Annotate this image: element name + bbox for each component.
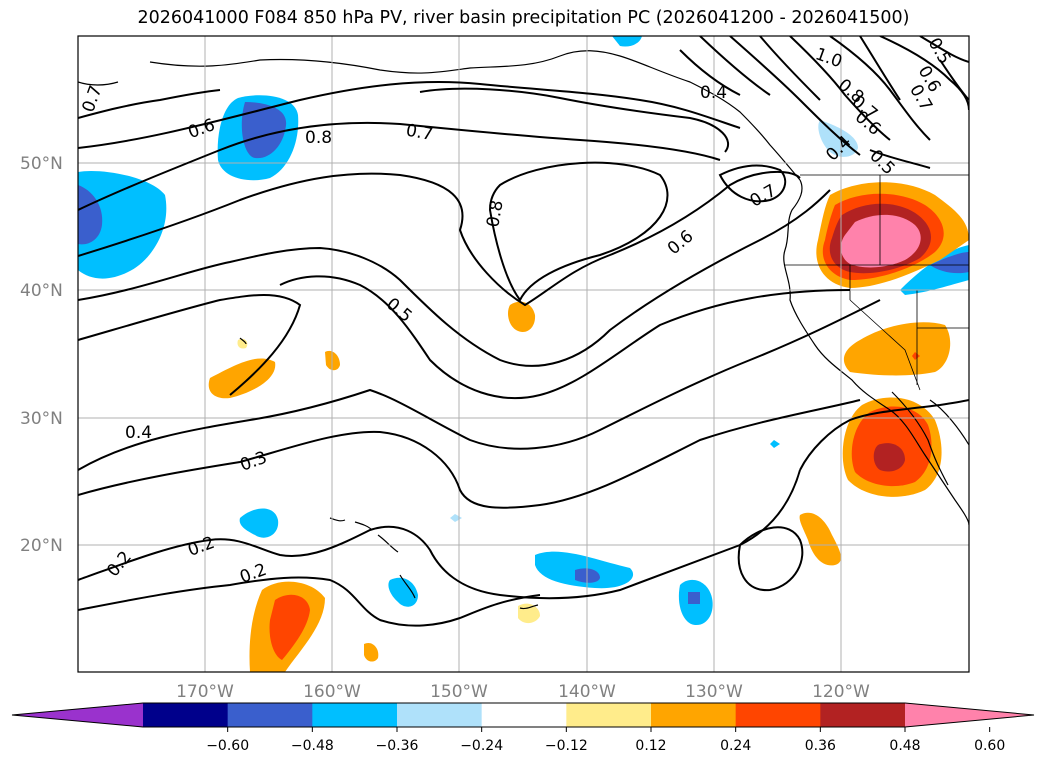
colorbar-segment [651, 703, 737, 727]
shade-neg-nw-coast-core [78, 185, 103, 245]
shade-neg-nw-coast [78, 170, 167, 279]
colorbar-tick-label: 0.48 [889, 738, 920, 754]
contour-0.8-loop [419, 87, 730, 153]
shade-neg-gulf-alaska [612, 36, 642, 47]
lat-label-30: 30°N [20, 409, 63, 429]
shade-pos-tiny [237, 338, 248, 349]
contour-0.6-ne [729, 36, 861, 156]
contour-0.7-west [78, 121, 721, 211]
shade-neg-idaho-core [930, 252, 969, 274]
shade-neg-hawaii [388, 577, 418, 607]
shade-pos-offshore [799, 512, 842, 566]
hawaii-islands [329, 517, 416, 599]
contour-0.6-small [859, 36, 901, 101]
colorbar-tick-label: 0.24 [720, 738, 751, 754]
contour-0.3 [78, 399, 861, 509]
alaska-coast [78, 50, 801, 181]
baja-coast [891, 391, 949, 486]
colorbar-segments [12, 703, 1034, 727]
shade-neg-sub1 [239, 508, 279, 538]
colorbar-segment [481, 703, 567, 727]
contour-0.5-ne [699, 36, 931, 169]
gulf-ca [929, 399, 969, 446]
shade-neg-dot1 [450, 514, 462, 522]
colorbar-segment [566, 703, 652, 727]
lon-label-150w: 150°W [430, 682, 488, 702]
shade-pos-norcal [843, 322, 951, 376]
lat-label-20: 20°N [20, 536, 63, 556]
lat-label-50: 50°N [20, 154, 63, 174]
colorbar-tick-label: 0.60 [974, 738, 1005, 754]
colorbar-tick-label: −0.24 [460, 738, 503, 754]
contour-1.0 [829, 36, 969, 141]
shade-neg-bc [818, 120, 858, 157]
contour-0.8-inner [488, 161, 669, 302]
lon-label-170w: 170°W [176, 682, 234, 702]
lon-label-120w: 120°W [812, 682, 870, 702]
contour-0.2-loop [737, 526, 804, 592]
colorbar-tick-label: 0.12 [635, 738, 666, 754]
contour-label: 0.4 [125, 423, 152, 443]
lat-label-40: 40°N [20, 281, 63, 301]
plot-frame [77, 35, 970, 673]
shade-neg-south-core [688, 592, 700, 604]
lon-label-140w: 140°W [558, 682, 616, 702]
shade-neg-aleutian-core [241, 102, 287, 159]
colorbar-segment [312, 703, 398, 727]
lon-tick-labels: 170°W 160°W 150°W 140°W 130°W 120°W [176, 682, 870, 702]
bc-coast [783, 179, 969, 526]
lon-label-160w: 160°W [303, 682, 361, 702]
shade-pos-pacnw-pink [840, 214, 921, 268]
contour-0.6-nw [78, 89, 221, 119]
contour-0.4 [78, 299, 881, 471]
colorbar-outline [11, 702, 1035, 728]
colorbar-tick-label: 0.36 [805, 738, 836, 754]
shade-pos-south-dot [364, 642, 379, 662]
contour-0.7-ne [759, 36, 969, 101]
lat-tick-labels: 50°N 40°N 30°N 20°N [20, 154, 63, 556]
islands-south [239, 337, 539, 610]
contour-0.5 [78, 275, 851, 399]
colorbar-segment [397, 703, 483, 727]
colorbar-ticks: −0.60 −0.48 −0.36 −0.24 −0.12 0.12 0.24 0.36 0.4… [206, 727, 1005, 754]
contour-0.3-coast [799, 399, 969, 471]
contour-0.2-b [78, 576, 541, 627]
graticule [78, 36, 969, 672]
lon-label-130w: 130°W [685, 682, 743, 702]
contour-label: 0.7 [404, 121, 434, 145]
shade-pos-south-west-red [269, 594, 310, 660]
contour-0.6-mid [78, 189, 831, 367]
colorbar-tick-label: −0.48 [291, 738, 334, 754]
shade-pos-baja-dark [873, 443, 905, 472]
colorbar-segment [735, 703, 821, 727]
colorbar-segment [820, 703, 906, 727]
colorbar-tick-label: −0.12 [545, 738, 588, 754]
coastlines [78, 50, 969, 610]
shade-pos-sierra-dot [912, 352, 920, 360]
colorbar-segment [227, 703, 313, 727]
border-2 [849, 299, 921, 391]
contour-0.7-coastal [718, 164, 787, 203]
colorbar-tick-label: −0.60 [206, 738, 249, 754]
contour-0.8-ne [789, 36, 969, 141]
colorbar-extend-low [12, 703, 143, 727]
colorbar-segment [143, 703, 229, 727]
pv-contours [78, 36, 969, 627]
state-border-1 [785, 174, 969, 385]
contour-label: 0.8 [483, 199, 507, 229]
shade-neg-dot2 [770, 440, 780, 448]
contour-label: 0.8 [305, 128, 332, 148]
contour-0.4-ne [679, 49, 741, 96]
contour-label: 0.4 [700, 83, 727, 103]
contour-0.7-mid [78, 170, 801, 307]
colorbar-tick-label: −0.36 [376, 738, 419, 754]
shade-pos-sub3 [508, 301, 536, 333]
chart-title: 2026041000 F084 850 hPa PV, river basin … [137, 8, 910, 28]
contour-0.7-north [78, 80, 741, 149]
contour-0.2-a [78, 469, 801, 600]
colorbar: −0.60 −0.48 −0.36 −0.24 −0.12 0.12 0.24 0.36 0.4… [11, 702, 1035, 754]
colorbar-extend-high [905, 703, 1034, 727]
